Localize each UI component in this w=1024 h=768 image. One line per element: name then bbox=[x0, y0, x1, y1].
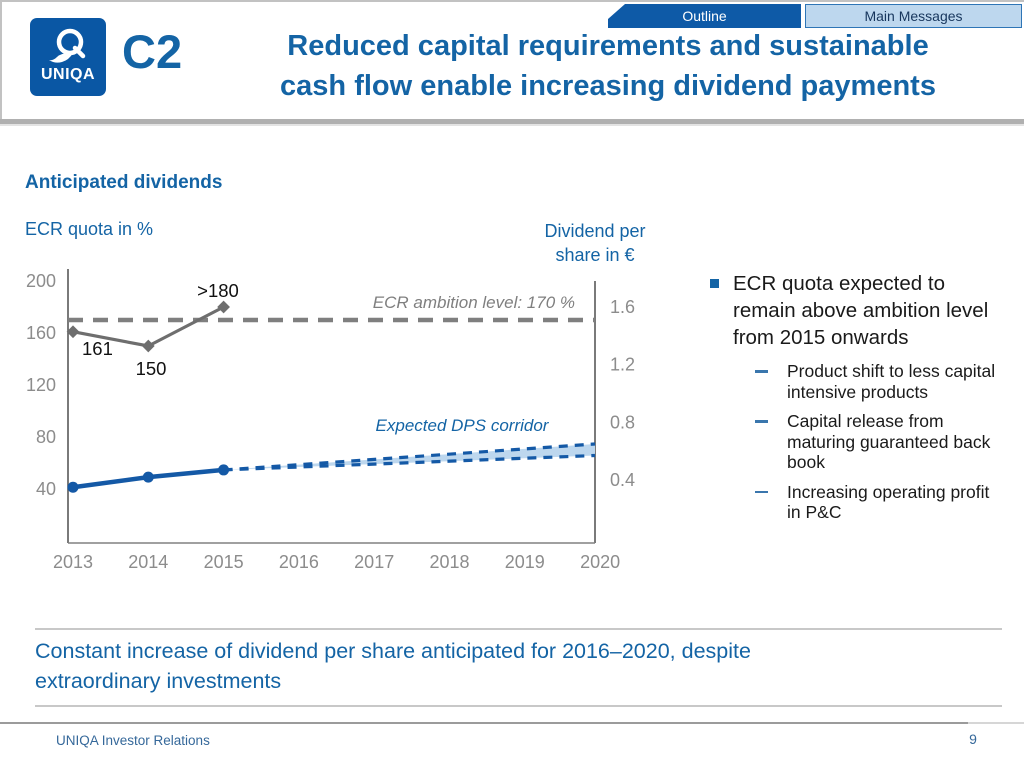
svg-text:2019: 2019 bbox=[505, 552, 545, 572]
list-item: Increasing operating profit in P&C bbox=[755, 482, 1016, 523]
tab-main-messages[interactable]: Main Messages bbox=[805, 4, 1022, 28]
svg-text:2017: 2017 bbox=[354, 552, 394, 572]
list-item: Capital release from maturing guaranteed… bbox=[755, 411, 1016, 473]
dash-bullet-icon bbox=[755, 370, 768, 373]
footer-divider bbox=[0, 722, 968, 724]
right-axis-title-line1: Dividend per bbox=[544, 221, 646, 241]
uniqa-emblem-icon bbox=[49, 28, 86, 63]
svg-text:2015: 2015 bbox=[204, 552, 244, 572]
list-item: Product shift to less capital intensive … bbox=[755, 361, 1016, 402]
slide-title-line1: Reduced capital requirements and sustain… bbox=[287, 30, 929, 62]
section-heading: Anticipated dividends bbox=[25, 172, 223, 193]
svg-text:150: 150 bbox=[136, 358, 167, 379]
dash-bullet-icon bbox=[755, 420, 768, 423]
tab-main-messages-label: Main Messages bbox=[864, 8, 963, 24]
svg-text:200: 200 bbox=[26, 271, 56, 291]
left-axis-title: ECR quota in % bbox=[25, 219, 154, 239]
svg-text:2020: 2020 bbox=[580, 552, 620, 572]
dividends-chart: 200 160 120 80 40 1.6 1.2 0.8 0.4 2013 2014 2015 201… bbox=[26, 269, 635, 572]
svg-text:Expected DPS corridor: Expected DPS corridor bbox=[376, 416, 550, 435]
slide-title: Reduced capital requirements and sustain… bbox=[196, 26, 1020, 106]
view-tabs: Outline Main Messages bbox=[0, 4, 1024, 28]
svg-text:1.2: 1.2 bbox=[610, 355, 635, 375]
svg-text:80: 80 bbox=[36, 427, 56, 447]
sub-bullet-text: Capital release from maturing guaranteed… bbox=[787, 411, 991, 472]
key-takeaway-line2: extraordinary investments bbox=[35, 669, 282, 693]
key-takeaway-line1: Constant increase of dividend per share … bbox=[35, 639, 751, 663]
tab-outline-label: Outline bbox=[682, 8, 727, 24]
svg-text:120: 120 bbox=[26, 375, 56, 395]
footer-text: UNIQA Investor Relations bbox=[56, 733, 210, 748]
svg-text:0.8: 0.8 bbox=[610, 412, 635, 432]
svg-text:2013: 2013 bbox=[53, 552, 93, 572]
svg-text:40: 40 bbox=[36, 479, 56, 499]
square-bullet-icon bbox=[710, 279, 719, 288]
svg-text:1.6: 1.6 bbox=[610, 297, 635, 317]
right-axis-title: Dividend per share in € bbox=[515, 219, 675, 267]
slide-top-border bbox=[0, 0, 1024, 2]
tab-outline[interactable]: Outline bbox=[608, 4, 801, 28]
uniqa-logo: UNIQA bbox=[30, 18, 106, 96]
sub-bullet-list: Product shift to less capital intensive … bbox=[755, 361, 1016, 523]
page-number: 9 bbox=[969, 731, 977, 747]
svg-text:160: 160 bbox=[26, 323, 56, 343]
sub-bullet-text: Increasing operating profit in P&C bbox=[787, 481, 990, 523]
key-messages-panel: ECR quota expected to remain above ambit… bbox=[710, 270, 1016, 532]
header-divider bbox=[0, 119, 1024, 126]
svg-text:ECR ambition level: 170 %: ECR ambition level: 170 % bbox=[373, 293, 575, 312]
slide-left-border bbox=[0, 0, 2, 119]
main-bullet-text: ECR quota expected to remain above ambit… bbox=[733, 272, 989, 349]
svg-text:0.4: 0.4 bbox=[610, 470, 635, 490]
main-bullet-item: ECR quota expected to remain above ambit… bbox=[710, 270, 1016, 351]
svg-text:2014: 2014 bbox=[128, 552, 168, 572]
svg-text:2016: 2016 bbox=[279, 552, 319, 572]
footer-divider-light bbox=[968, 722, 1024, 724]
svg-text:>180: >180 bbox=[197, 280, 239, 301]
section-code: C2 bbox=[122, 25, 183, 78]
slide-title-line2: cash flow enable increasing dividend pay… bbox=[280, 70, 936, 102]
svg-text:161: 161 bbox=[82, 338, 113, 359]
uniqa-logo-label: UNIQA bbox=[40, 66, 96, 83]
right-axis-title-line2: share in € bbox=[555, 245, 635, 265]
key-takeaway: Constant increase of dividend per share … bbox=[35, 628, 1002, 707]
sub-bullet-text: Product shift to less capital intensive … bbox=[787, 361, 996, 402]
svg-text:2018: 2018 bbox=[429, 552, 469, 572]
dash-bullet-icon bbox=[755, 490, 768, 493]
